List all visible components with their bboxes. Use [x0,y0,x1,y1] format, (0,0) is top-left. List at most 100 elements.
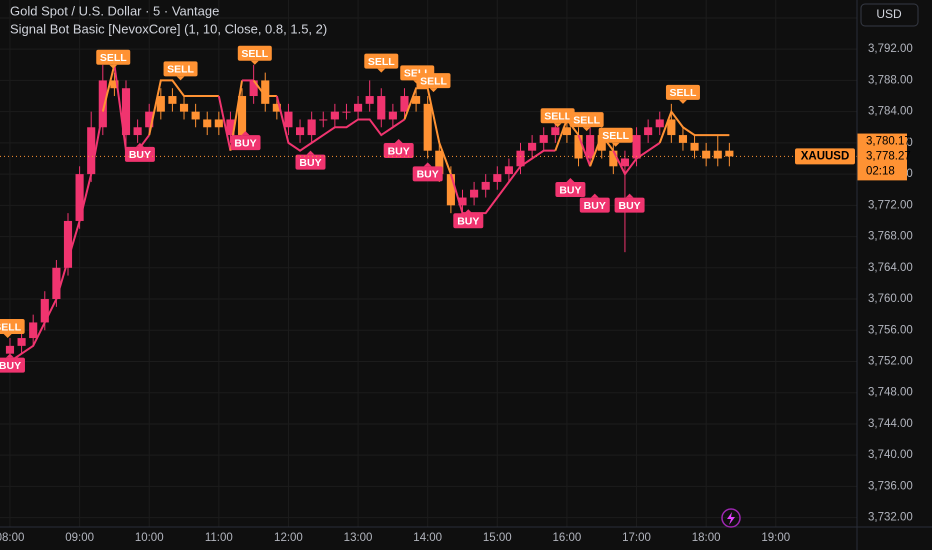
symbol-label: XAUUSD [801,150,850,162]
candle-body [203,119,212,128]
indicator-price-label: 3,780.17 [866,136,911,148]
x-tick-label: 16:00 [553,532,582,544]
signal-pointer [464,209,473,214]
signal-pointer [553,123,562,128]
trail-line [403,87,452,175]
x-tick-label: 15:00 [483,532,512,544]
signal-pointer [678,99,687,104]
signal-pointer [625,193,634,198]
candle-body [725,150,734,157]
y-tick-label: 3,764.00 [868,262,913,274]
trail-line [101,64,116,112]
logo [721,508,741,528]
candle-body [214,119,223,128]
signal: SELL [163,61,198,81]
x-tick-label: 13:00 [344,532,373,544]
candle-body [52,267,61,300]
countdown: 02:18 [866,165,895,177]
candle-body [168,96,177,104]
candle-body [470,189,479,198]
trail-line [252,79,277,98]
signal-pointer [241,131,250,136]
signal-badge [412,166,443,182]
x-tick-label: 18:00 [692,532,721,544]
candle-body [562,127,571,136]
trail-line [275,95,406,152]
signal-badge [230,135,261,151]
trail-line [612,142,661,177]
candle-body [75,174,84,221]
currency-button[interactable] [860,3,919,27]
x-tick-label: 11:00 [205,532,233,544]
candle-body [435,150,444,175]
candle-body [528,142,537,151]
signal: BUY [230,131,261,151]
signal-label: SELL [167,64,194,76]
signal-label: SELL [241,48,268,60]
indicator-title: Signal Bot Basic [NevoxCore] (1, 10, Clo… [10,21,327,36]
candle-body [597,135,606,151]
candle-body [319,119,328,121]
candle-body [400,96,409,112]
signal-label: BUY [234,137,256,149]
x-tick-label: 10:00 [135,532,164,544]
signal-badge [124,146,155,162]
candle-body [40,299,49,323]
y-tick-label: 3,788.00 [868,74,913,86]
candle-body [702,150,711,159]
candle-body [423,103,432,151]
signal-badge [614,197,645,213]
signal-label: BUY [0,360,21,372]
candle-body [493,174,502,182]
signal-pointer [109,64,118,69]
candle-body [551,127,560,136]
signal-badge [569,112,604,128]
candle-body [516,150,525,167]
x-tick-label: 17:00 [622,532,651,544]
signal: SELL [96,49,131,69]
signal-pointer [306,150,315,155]
y-tick-label: 3,792.00 [868,43,913,55]
signal-badge [0,319,25,335]
signal-pointer [566,178,575,183]
y-tick-label: 3,732.00 [868,512,913,524]
signal-badge [383,142,414,158]
chart-title: Gold Spot / U.S. Dollar · 5 · Vantage [10,3,219,18]
y-tick-label: 3,736.00 [868,480,913,492]
signal-label: SELL [100,52,127,64]
candle-body [261,80,270,104]
signal-badge [555,182,586,198]
signal: SELL [569,112,604,132]
signal-badge [364,53,399,69]
signal-pointer [423,162,432,167]
signal-pointer [3,334,12,339]
signal-label: SELL [0,321,22,333]
signal: BUY [124,142,155,162]
signal-pointer [590,193,599,198]
candle-body [98,80,107,128]
candle-body [249,80,258,97]
x-tick-label: 12:00 [274,532,303,544]
signal-pointer [250,60,259,65]
signal-label: BUY [584,200,606,212]
signal-badge [540,108,575,124]
candle-body [365,96,374,104]
signal-badge [598,127,633,143]
signal-label: BUY [417,169,439,181]
candle-body [632,135,641,159]
logo-bolt [727,512,735,525]
trail-line [577,134,592,167]
currency-label[interactable]: USD [876,7,902,21]
signal-pointer [394,138,403,143]
y-tick-label: 3,756.00 [868,324,913,336]
signal-label: BUY [559,184,581,196]
candle-body [29,322,38,339]
candle-body [17,338,26,346]
candle-body [87,127,96,175]
signal-label: SELL [602,130,629,142]
trail-line [9,111,104,363]
trail-line [658,109,730,144]
x-tick-label: 08:00 [0,532,24,544]
